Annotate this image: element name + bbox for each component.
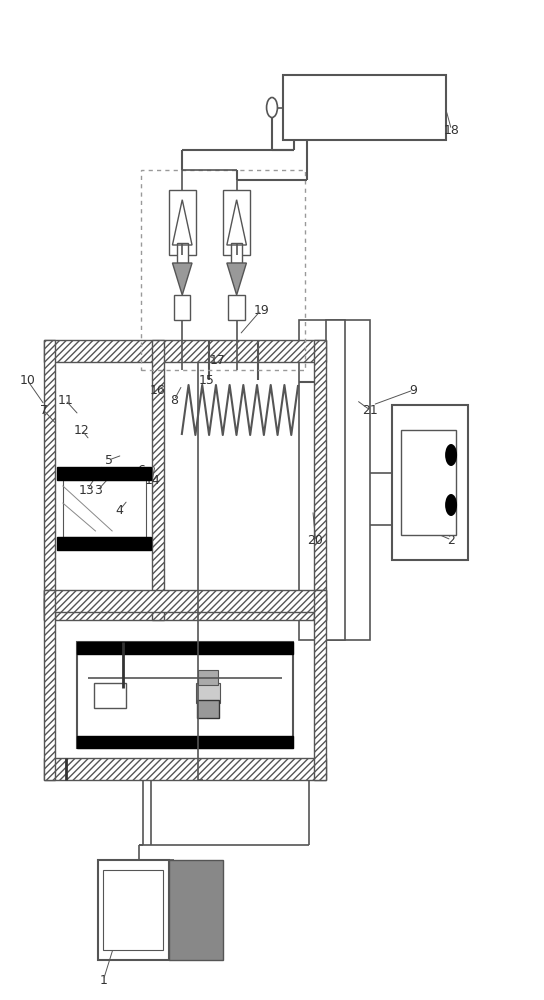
Bar (63, 480, 146, 537)
Text: 1: 1 (100, 974, 107, 986)
Text: 9: 9 (410, 383, 417, 396)
Bar (103, 870, 163, 950)
Bar (57, 537, 151, 550)
Bar (196, 683, 220, 703)
Bar (141, 170, 305, 370)
Bar (44, 590, 326, 612)
Text: 13: 13 (79, 484, 95, 496)
Bar (77, 642, 293, 654)
Circle shape (445, 444, 457, 466)
Text: 6: 6 (138, 464, 145, 477)
Text: 10: 10 (19, 373, 35, 386)
Text: 15: 15 (199, 373, 215, 386)
Bar (55, 362, 314, 598)
Bar (44, 340, 55, 620)
Bar (231, 243, 242, 263)
Bar (299, 320, 345, 640)
Bar (44, 340, 326, 362)
Bar (77, 736, 293, 748)
Text: 14: 14 (145, 474, 160, 487)
Text: 5: 5 (105, 454, 113, 466)
Text: 2: 2 (448, 534, 455, 546)
Bar (44, 758, 326, 780)
Text: 11: 11 (58, 393, 73, 406)
Bar (228, 295, 245, 320)
Bar (174, 295, 190, 320)
Bar (169, 860, 223, 960)
Text: 3: 3 (94, 484, 102, 496)
Bar (283, 75, 446, 140)
Bar (223, 190, 250, 255)
Text: 12: 12 (74, 424, 89, 436)
Bar (44, 598, 326, 620)
Bar (314, 590, 326, 780)
Bar (169, 190, 196, 255)
Text: 17: 17 (209, 354, 226, 366)
Text: 16: 16 (150, 383, 165, 396)
Text: 20: 20 (307, 534, 324, 546)
Bar (177, 243, 188, 263)
Bar (392, 405, 468, 560)
Bar (314, 340, 326, 620)
Bar (152, 340, 164, 620)
Bar (94, 683, 126, 708)
Polygon shape (172, 263, 192, 295)
Bar (98, 860, 169, 960)
Text: 8: 8 (170, 393, 178, 406)
Text: 18: 18 (443, 123, 460, 136)
Text: 19: 19 (254, 304, 269, 316)
Text: 21: 21 (362, 403, 378, 416)
Bar (401, 430, 456, 535)
Bar (55, 612, 314, 758)
Bar (326, 320, 370, 640)
Bar (44, 590, 55, 780)
Bar (57, 467, 151, 480)
Bar (197, 700, 219, 718)
Text: 4: 4 (116, 504, 123, 516)
Bar (198, 670, 218, 685)
Bar (77, 642, 293, 748)
Text: 7: 7 (40, 403, 47, 416)
Polygon shape (227, 263, 246, 295)
Circle shape (445, 494, 457, 516)
